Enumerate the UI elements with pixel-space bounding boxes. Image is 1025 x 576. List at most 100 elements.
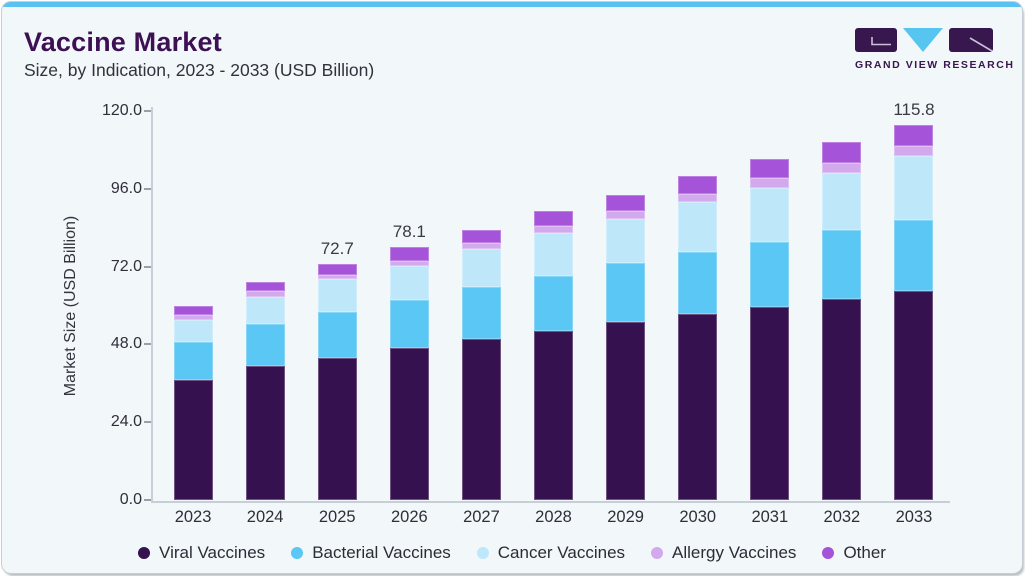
segment-bacterial-vaccines-2028 [534,275,574,331]
legend-item-bacterial-vaccines: Bacterial Vaccines [291,543,451,563]
segment-allergy-vaccines-2030 [678,193,718,203]
segment-bacterial-vaccines-2027 [461,287,501,340]
x-tick-label-2024: 2024 [246,508,284,526]
segment-bacterial-vaccines-2033 [894,219,934,292]
logo-g-block [855,28,897,52]
stacked-bar-2026: 78.1 [389,222,429,500]
y-axis-line [151,107,153,502]
y-tick-label: 24.0 [110,413,142,431]
segment-viral-vaccines-2030 [678,314,718,500]
x-tick-label-2027: 2027 [463,508,500,526]
legend-dot-icon [476,547,489,559]
legend-dot-icon [822,547,835,559]
x-tick-label-2025: 2025 [318,508,356,526]
stacked-bar-2027 [461,229,501,500]
y-tick-mark [144,187,152,190]
segment-viral-vaccines-2031 [750,306,790,500]
segment-other-2033 [894,124,934,147]
bar-slot-2027 [445,111,517,500]
y-tick-label: 96.0 [110,179,142,197]
segment-bacterial-vaccines-2030 [678,252,718,315]
segment-cancer-vaccines-2030 [678,202,718,253]
legend-label: Bacterial Vaccines [312,543,451,562]
legend-dot-icon [138,547,151,559]
segment-cancer-vaccines-2027 [461,249,501,288]
y-tick-mark [144,343,152,346]
bar-slot-2030 [662,111,734,500]
page-subtitle: Size, by Indication, 2023 - 2033 (USD Bi… [24,60,375,80]
x-tick-label-2028: 2028 [535,508,572,526]
bars-area: 72.7 78.1 115.8 [157,100,950,500]
bar-slot-2031 [734,111,806,500]
segment-allergy-vaccines-2033 [894,146,934,157]
segment-allergy-vaccines-2028 [534,225,574,234]
legend-label: Cancer Vaccines [497,543,626,562]
bar-slot-2025: 72.7 [301,111,373,500]
segment-viral-vaccines-2023 [173,380,213,500]
legend-dot-icon [651,547,664,559]
bar-total-label-2033: 115.8 [893,99,935,119]
segment-allergy-vaccines-2024 [245,291,285,297]
stacked-bar-2028 [534,211,574,500]
segment-cancer-vaccines-2031 [750,187,790,242]
logo-r-block [949,28,993,52]
segment-other-2027 [461,229,501,244]
y-tick-label: 48.0 [110,335,142,353]
x-tick-label-2029: 2029 [607,508,644,526]
segment-other-2031 [750,159,790,178]
stacked-bar-2025: 72.7 [317,239,357,500]
segment-viral-vaccines-2025 [317,358,357,500]
x-tick-label-2033: 2033 [895,508,933,526]
bar-slot-2033: 115.8 [878,100,950,500]
x-tick-label-2032: 2032 [823,508,861,526]
segment-bacterial-vaccines-2029 [606,263,646,322]
segment-allergy-vaccines-2025 [317,274,357,280]
top-accent-bar [2,2,1022,7]
legend-label: Other [843,543,886,562]
legend-label: Allergy Vaccines [672,543,797,562]
bar-total-label-2026: 78.1 [392,221,426,241]
bar-total-label-2025: 72.7 [320,239,354,259]
y-tick-mark [144,265,152,268]
segment-other-2029 [606,194,646,212]
bar-slot-2028 [517,111,589,500]
segment-viral-vaccines-2032 [822,298,862,500]
y-axis-title: Market Size (USD Billion) [62,215,79,397]
y-tick-label: 120.0 [101,102,142,119]
segment-viral-vaccines-2028 [534,330,574,500]
stacked-bar-2033: 115.8 [893,100,935,500]
stacked-bar-2031 [750,159,790,500]
segment-cancer-vaccines-2028 [534,233,574,276]
segment-bacterial-vaccines-2023 [173,342,213,381]
bar-slot-2023 [157,111,229,500]
segment-bacterial-vaccines-2026 [389,299,429,348]
logo-text: GRAND VIEW RESEARCH [855,59,1015,71]
segment-other-2030 [678,176,718,194]
y-tick-mark [144,499,152,501]
segment-cancer-vaccines-2024 [245,296,285,324]
segment-other-2026 [389,246,429,261]
segment-other-2032 [822,141,862,163]
segment-bacterial-vaccines-2032 [822,229,862,299]
segment-other-2025 [317,264,357,275]
legend-label: Viral Vaccines [159,543,266,562]
logo-shapes [855,28,1003,52]
segment-other-2024 [245,282,285,292]
legend-item-other: Other [822,543,886,563]
segment-cancer-vaccines-2033 [894,156,934,220]
x-tick-label-2026: 2026 [390,508,428,526]
segment-bacterial-vaccines-2031 [750,242,790,307]
stacked-bar-2030 [678,176,718,500]
stacked-bar-2032 [822,141,862,500]
logo-r-glyph [969,37,993,52]
y-tick-mark [144,110,152,112]
segment-viral-vaccines-2024 [245,366,285,500]
stacked-bar-2023 [173,306,213,500]
x-tick-label-2030: 2030 [679,508,717,526]
segment-viral-vaccines-2029 [606,322,646,500]
segment-cancer-vaccines-2029 [606,219,646,263]
legend-item-cancer-vaccines: Cancer Vaccines [476,543,626,563]
bar-slot-2026: 78.1 [373,111,445,500]
